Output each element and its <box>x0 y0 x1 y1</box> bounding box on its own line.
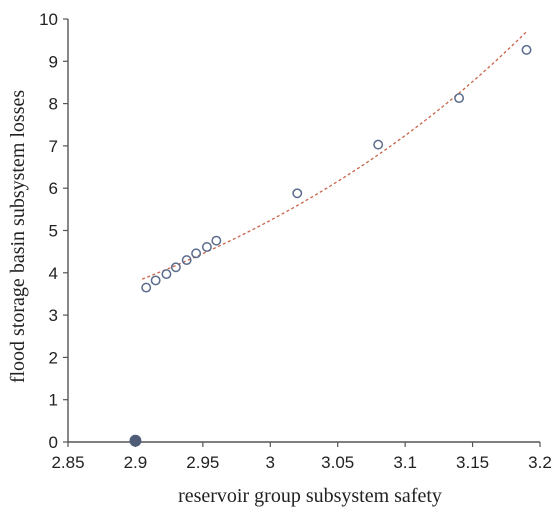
x-tick-label: 2.9 <box>124 453 148 472</box>
data-point <box>141 282 152 293</box>
y-tick-label: 7 <box>49 137 58 156</box>
x-tick-label: 2.95 <box>186 453 219 472</box>
data-point <box>292 188 303 199</box>
data-points <box>129 44 532 447</box>
trendline <box>141 31 527 280</box>
y-tick-label: 6 <box>49 179 58 198</box>
x-ticks: 2.85 2.9 2.95 3 3.05 3.1 3.15 3.2 <box>51 442 552 472</box>
data-point <box>191 248 202 259</box>
x-tick-label: 3.05 <box>321 453 354 472</box>
x-tick-label: 3.1 <box>393 453 417 472</box>
x-tick-label: 3 <box>266 453 275 472</box>
data-point-filled <box>129 434 142 447</box>
y-axis-title: flood storage basin subsystem losses <box>7 90 29 384</box>
y-tick-label: 3 <box>49 306 58 325</box>
y-tick-label: 10 <box>39 10 58 29</box>
y-ticks: 0 1 2 3 4 5 6 7 8 9 10 <box>39 10 68 452</box>
x-axis-title: reservoir group subsystem safety <box>178 485 442 507</box>
data-point <box>521 44 532 55</box>
data-point <box>373 139 384 150</box>
data-point <box>201 242 212 252</box>
y-tick-label: 5 <box>49 222 58 241</box>
y-tick-label: 4 <box>49 264 58 283</box>
data-point <box>211 235 222 246</box>
x-tick-label: 3.2 <box>528 453 552 472</box>
data-point <box>454 93 465 104</box>
data-point <box>161 269 172 280</box>
data-point <box>181 255 192 266</box>
y-tick-label: 2 <box>49 348 58 367</box>
y-tick-label: 9 <box>49 52 58 71</box>
x-tick-label: 3.15 <box>456 453 489 472</box>
y-tick-label: 1 <box>49 391 58 410</box>
data-point <box>150 275 161 286</box>
y-tick-label: 0 <box>49 433 58 452</box>
x-tick-label: 2.85 <box>51 453 84 472</box>
y-tick-label: 8 <box>49 95 58 114</box>
axes <box>67 19 540 443</box>
data-point <box>170 262 181 273</box>
